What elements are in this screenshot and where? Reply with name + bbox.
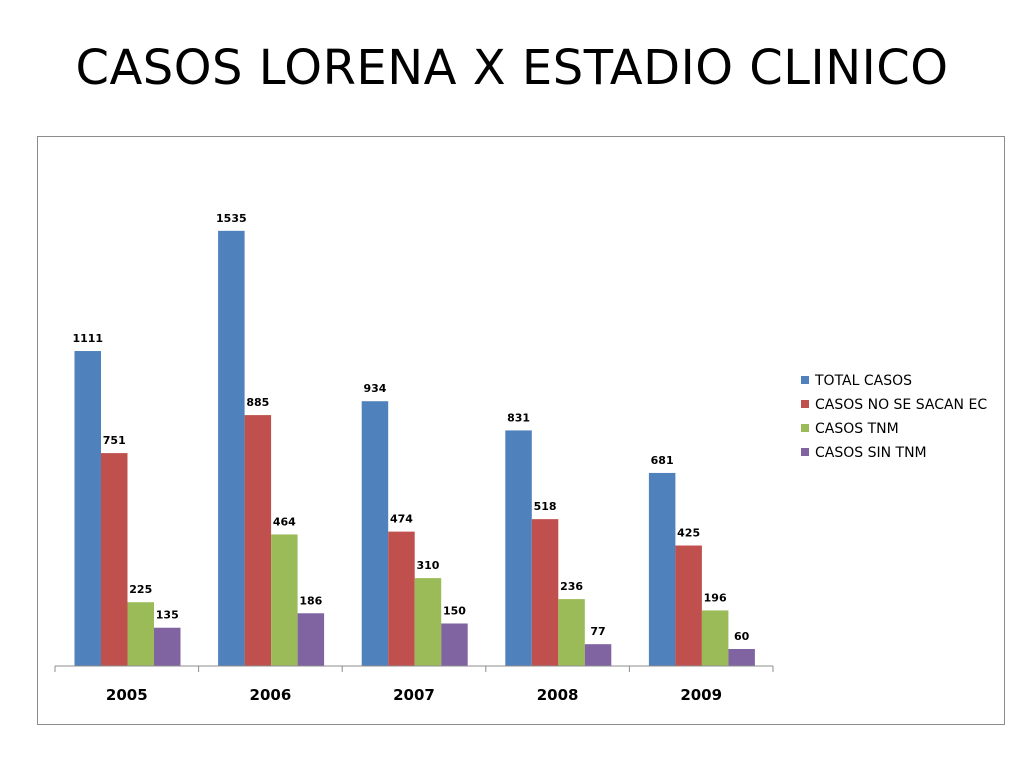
- data-label: 934: [363, 382, 386, 395]
- data-label: 225: [129, 583, 152, 596]
- legend-swatch: [801, 447, 809, 456]
- bar: [505, 430, 532, 666]
- legend-label: CASOS NO SE SACAN EC: [815, 397, 988, 413]
- bar: [271, 534, 298, 666]
- data-label: 751: [103, 434, 126, 447]
- bar: [361, 401, 389, 666]
- data-label: 425: [677, 527, 700, 540]
- legend-item-casos-tnm: CASOS TNM: [801, 417, 987, 441]
- data-label: 236: [560, 580, 583, 593]
- legend-item-casos-no-se-sacan-ec: CASOS NO SE SACAN EC: [801, 393, 987, 417]
- data-label: 60: [734, 630, 750, 643]
- bar: [127, 602, 154, 666]
- legend-label: CASOS SIN TNM: [815, 445, 927, 461]
- legend-label: TOTAL CASOS: [815, 373, 913, 389]
- data-label: 1111: [72, 332, 103, 345]
- data-label: 186: [299, 594, 322, 607]
- x-tick-label: 2007: [393, 686, 435, 704]
- data-label: 474: [390, 513, 413, 526]
- bar: [675, 545, 702, 666]
- bar: [531, 519, 559, 666]
- legend-item-casos-sin-tnm: CASOS SIN TNM: [801, 441, 987, 465]
- data-label: 831: [507, 411, 530, 424]
- bar: [218, 230, 245, 666]
- data-label: 310: [416, 559, 439, 572]
- x-tick-label: 2008: [537, 686, 579, 704]
- bar: [558, 599, 585, 666]
- slide-title: CASOS LORENA X ESTADIO CLINICO: [75, 40, 949, 96]
- data-label: 1535: [216, 212, 247, 225]
- data-label: 196: [704, 591, 727, 604]
- x-tick-label: 2009: [680, 686, 722, 704]
- legend-swatch: [801, 399, 809, 408]
- bar: [101, 453, 128, 666]
- bar: [728, 648, 755, 666]
- data-label: 681: [651, 454, 674, 467]
- bar: [701, 610, 729, 666]
- bar: [297, 613, 325, 666]
- x-tick-label: 2005: [106, 686, 148, 704]
- legend-label: CASOS TNM: [815, 421, 899, 437]
- bar: [388, 531, 415, 666]
- chart-legend: TOTAL CASOS CASOS NO SE SACAN EC CASOS T…: [801, 369, 987, 465]
- x-tick-label: 2006: [250, 686, 292, 704]
- bar: [244, 415, 272, 666]
- data-label: 518: [534, 500, 557, 513]
- bar: [584, 644, 612, 666]
- data-label: 135: [156, 609, 179, 622]
- legend-item-total-casos: TOTAL CASOS: [801, 369, 987, 393]
- data-label: 77: [590, 625, 605, 638]
- legend-swatch: [801, 423, 809, 432]
- bar: [74, 351, 101, 666]
- bar: [441, 623, 468, 666]
- data-label: 464: [273, 515, 296, 528]
- data-label: 150: [443, 604, 466, 617]
- bar: [414, 578, 442, 666]
- bar: [648, 472, 676, 666]
- bar: [154, 627, 181, 666]
- legend-swatch: [801, 375, 809, 384]
- data-label: 885: [246, 396, 269, 409]
